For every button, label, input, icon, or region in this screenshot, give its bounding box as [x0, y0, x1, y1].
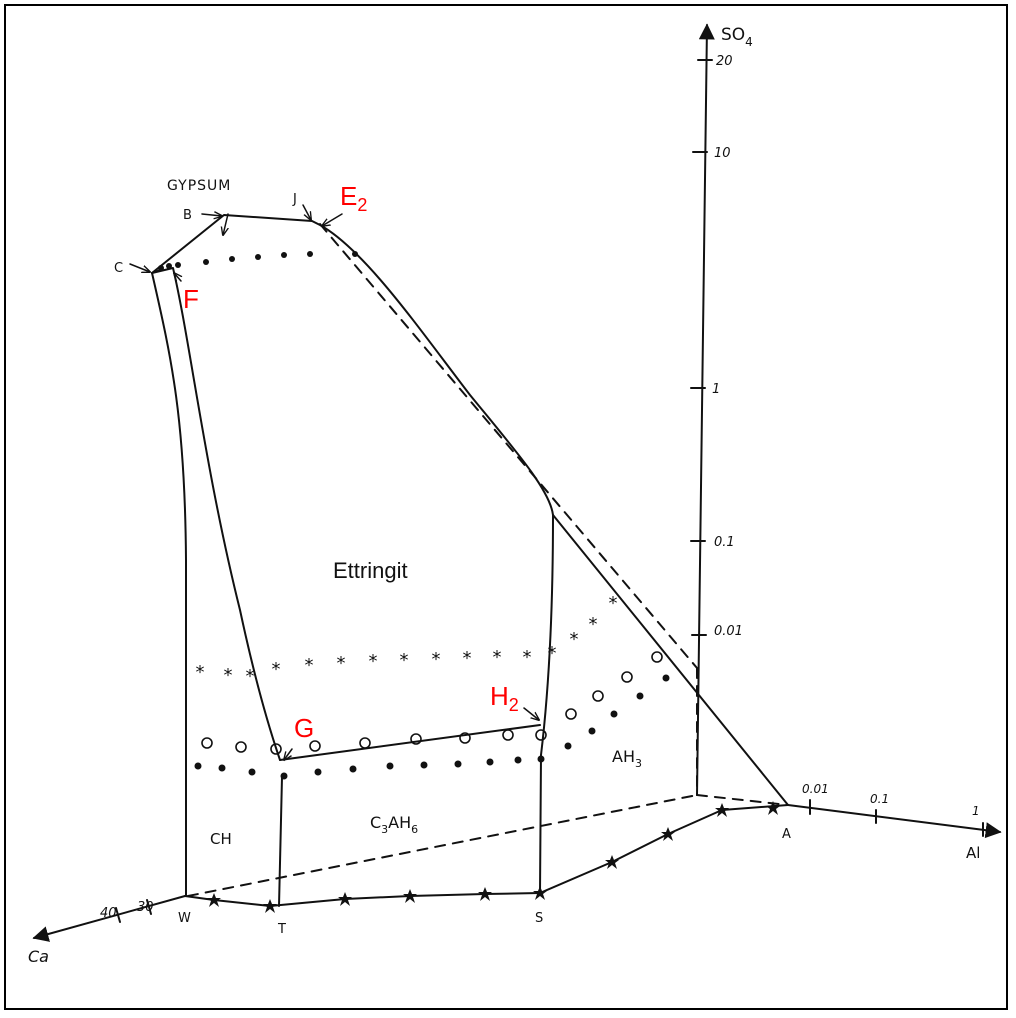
- diagram-frame: [4, 4, 1008, 1010]
- base-stars: [207, 801, 780, 913]
- c-boundary: [151, 272, 187, 897]
- gypsum-boundary: [151, 214, 554, 516]
- asterisk-row: * * * * * * * * * * * * * * * *: [196, 593, 618, 687]
- h2-boundary: [540, 514, 554, 756]
- svg-text:*: *: [493, 647, 502, 668]
- svg-text:*: *: [369, 651, 378, 672]
- point-c: C: [114, 261, 123, 276]
- point-s: S: [535, 911, 543, 926]
- ettringit-label: Ettringit: [333, 558, 408, 583]
- svg-text:*: *: [272, 659, 281, 680]
- ca-axis-label: Ca: [28, 947, 49, 966]
- svg-text:*: *: [400, 650, 409, 671]
- svg-text:*: *: [609, 593, 618, 614]
- svg-text:*: *: [196, 662, 205, 683]
- label-h2: H2: [490, 681, 519, 715]
- svg-text:*: *: [523, 647, 532, 668]
- boundary-to-a: [552, 514, 789, 806]
- so4-tick-10: 10: [714, 146, 731, 161]
- so4-tick-20: 20: [716, 54, 733, 69]
- s-vertical: [539, 754, 542, 894]
- t-vertical: [278, 776, 283, 907]
- ch-label: CH: [210, 830, 232, 848]
- ca-tick-30: 30: [137, 900, 154, 915]
- al-ticks: [809, 799, 984, 837]
- pointer-arrows: [129, 204, 539, 760]
- so4-tick-0.01: 0.01: [714, 624, 743, 639]
- f-boundary: [151, 267, 281, 761]
- point-j: J: [292, 192, 297, 207]
- so4-axis-label: SO4: [721, 25, 753, 49]
- ca-tick-40: 40: [100, 906, 117, 921]
- so4-tick-0.1: 0.1: [714, 535, 735, 550]
- dashed-lines: [187, 223, 789, 897]
- point-t: T: [277, 922, 286, 937]
- ca-ticks: [115, 899, 152, 923]
- filled-dots: [158, 251, 670, 780]
- svg-text:*: *: [463, 648, 472, 669]
- al-tick-0.1: 0.1: [870, 792, 889, 806]
- label-g: G: [294, 713, 314, 743]
- open-circles: [201, 651, 663, 755]
- so4-tick-1: 1: [712, 382, 720, 397]
- svg-text:*: *: [432, 649, 441, 670]
- gypsum-label: GYPSUM: [167, 178, 231, 194]
- svg-text:*: *: [337, 653, 346, 674]
- ah3-label: AH3: [612, 747, 642, 770]
- al-tick-1: 1: [972, 804, 980, 818]
- g-h2-boundary: [279, 724, 541, 761]
- label-f: F: [183, 284, 199, 314]
- svg-text:*: *: [548, 643, 557, 664]
- svg-text:*: *: [570, 629, 579, 650]
- label-e2: E2: [340, 181, 367, 215]
- point-a: A: [782, 827, 791, 842]
- svg-text:*: *: [224, 665, 233, 686]
- point-w: W: [178, 911, 191, 926]
- ca-axis: [32, 895, 186, 942]
- svg-text:*: *: [246, 666, 255, 687]
- al-tick-0.01: 0.01: [802, 782, 829, 796]
- point-b: B: [183, 208, 192, 223]
- al-axis-label: Al: [966, 844, 980, 862]
- so4-axis: [696, 23, 715, 796]
- svg-text:*: *: [589, 614, 598, 635]
- so4-ticks: [690, 59, 713, 636]
- al-axis: [787, 804, 1002, 839]
- c3ah6-label: C3AH6: [370, 813, 418, 836]
- svg-text:*: *: [305, 655, 314, 676]
